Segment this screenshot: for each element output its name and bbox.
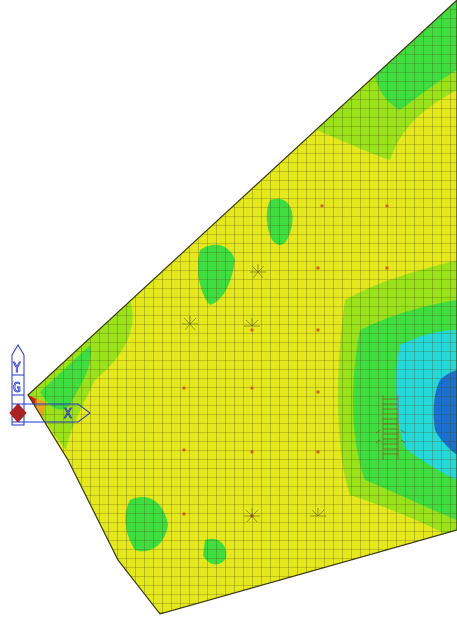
- plate-boundary: [27, 0, 457, 615]
- radial-mesh-nodes: [182, 264, 326, 523]
- axis-triad[interactable]: [9, 344, 91, 426]
- y-axis-label: Y: [13, 361, 21, 376]
- origin-marker: [9, 403, 27, 423]
- g-axis-label: G: [13, 381, 21, 396]
- y-axis-arrow: [11, 344, 25, 426]
- x-axis-arrow: [11, 403, 91, 423]
- x-axis-label: X: [64, 407, 72, 422]
- refined-mesh-strip: [375, 395, 406, 460]
